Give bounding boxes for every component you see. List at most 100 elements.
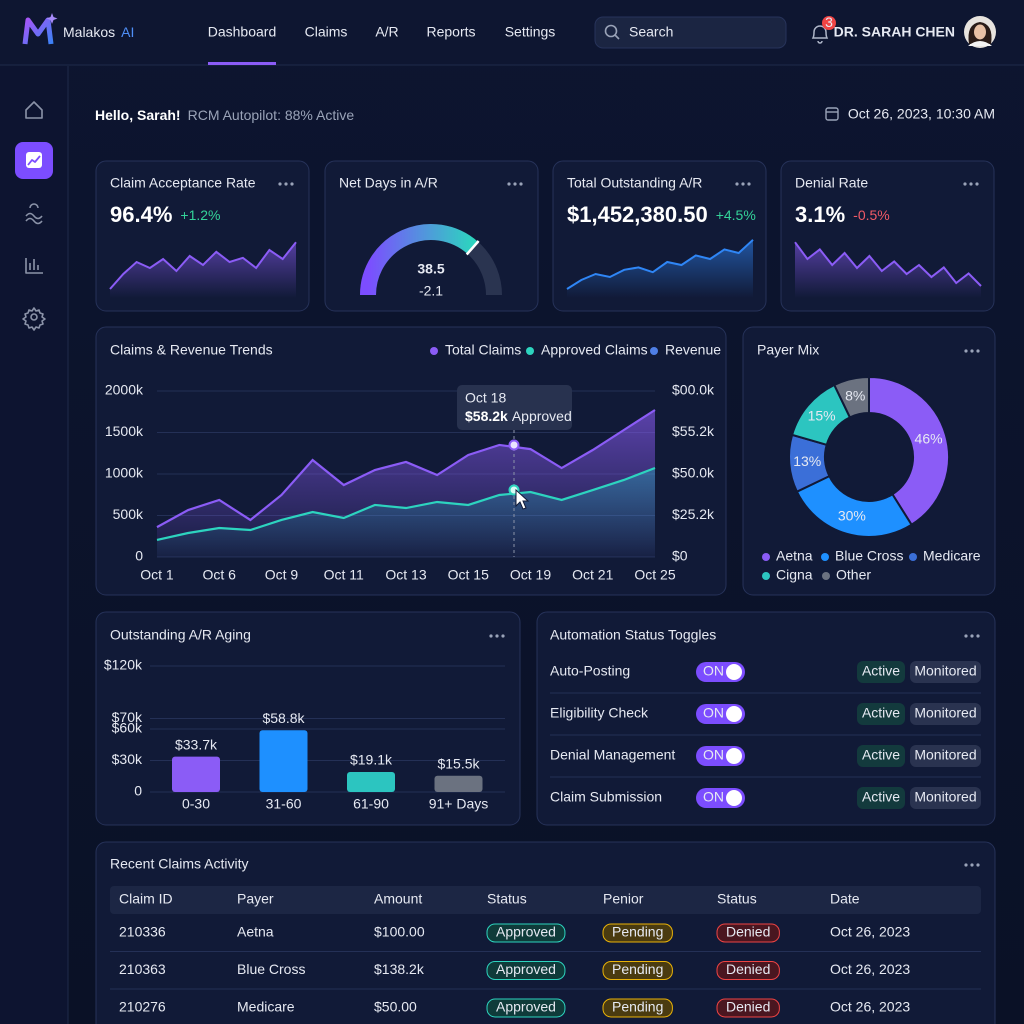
menu-dot [976,349,980,353]
nav-item[interactable]: Settings [505,24,556,40]
pie-slice [832,375,870,419]
search-icon [604,24,618,38]
menu-dot [970,634,974,638]
x-tick-label: 61-90 [353,796,389,812]
menu-dot [489,634,493,638]
table-cell: Oct 26, 2023 [830,924,910,940]
status-badge: Pending [602,923,673,943]
bar [172,756,220,792]
column-header: Status [717,891,757,907]
menu-button[interactable] [507,182,523,186]
search-box[interactable] [594,16,787,49]
legend-label: Blue Cross [835,548,903,564]
legend-swatch [821,553,829,561]
nav-item[interactable]: Reports [426,24,475,40]
menu-dot [964,863,968,867]
y-tick-label: 1500k [105,423,144,439]
nav-item[interactable]: Dashboard [208,24,277,40]
x-tick-label: Oct 1 [140,567,174,583]
legend-label: Cigna [776,567,813,583]
status-badge-bg [486,923,566,943]
toggle-knob [726,664,742,680]
status-text: Active [862,747,900,763]
claim-id-link[interactable]: 210276 [119,999,166,1015]
nav-item[interactable]: A/R [375,24,398,40]
menu-button[interactable] [964,349,980,353]
slice-label: 46% [915,431,943,447]
menu-button[interactable] [489,634,505,638]
card-title: Recent Claims Activity [110,856,248,872]
sparkline [794,241,982,287]
logo-spark [46,13,58,24]
sparkline-fill [110,242,296,298]
y-tick-label: 1000k [105,465,144,481]
toggle-knob [726,706,742,722]
menu-button[interactable] [735,182,751,186]
y2-tick-label: $50.0k [672,465,715,481]
search-icon-handle [614,34,620,40]
menu-dot [284,182,288,186]
y-tick-label: $70k [112,709,143,725]
mode-text: Monitored [914,747,976,763]
toggle-label: ON [703,789,724,805]
legend-label: Approved Claims [541,342,648,358]
y-tick-label: 0 [134,783,142,799]
user-name: DR. SARAH CHEN [834,24,955,40]
status-badge: Approved [486,998,566,1018]
calendar-icon [825,107,839,121]
home-icon[interactable] [25,101,43,119]
x-tick-label: 91+ Days [429,796,489,812]
menu-dot [963,182,967,186]
tooltip-label: Approved [512,408,572,424]
menu-button[interactable] [964,863,980,867]
settings-icon[interactable] [22,307,46,331]
chart-title: Outstanding A/R Aging [110,627,251,643]
status-badge-text: Pending [612,999,663,1015]
bar-value-label: $33.7k [175,736,218,752]
menu-dot [975,182,979,186]
x-tick-label: 31-60 [266,796,302,812]
reports-icon[interactable] [25,258,43,274]
y-tick-label: 500k [113,506,144,522]
mode-text: Monitored [914,663,976,679]
waves-icon[interactable] [25,203,43,225]
greeting-status: RCM Autopilot: 88% Active [188,107,355,123]
mode-text: Monitored [914,705,976,721]
toggle-switch[interactable]: ON [696,662,745,682]
settings-icon-core[interactable] [30,313,38,321]
y-tick-label: $60k [112,720,143,736]
slice-label: 30% [838,507,866,523]
legend-swatch [650,347,658,355]
series-line [156,466,656,542]
nav-item[interactable]: Claims [305,24,348,40]
menu-button[interactable] [964,634,980,638]
automation-name: Eligibility Check [550,705,649,721]
toggle-switch[interactable]: ON [696,704,745,724]
menu-dot [501,634,505,638]
menu-dot [495,634,499,638]
legend-swatch [762,572,770,580]
claim-id-link[interactable]: 210363 [119,961,166,977]
status-pill [857,703,905,725]
toggle-switch[interactable]: ON [696,788,745,808]
sparkline [566,239,754,290]
trends-icon [26,152,42,168]
nav-active-underline [208,62,276,65]
menu-dot [735,182,739,186]
x-tick-label: Oct 19 [510,567,551,583]
toggle-switch[interactable]: ON [696,746,745,766]
user-avatar[interactable] [964,16,996,48]
status-badge-bg [716,961,780,980]
status-badge: Pending [602,961,673,980]
x-tick-label: Oct 11 [324,567,364,583]
menu-button[interactable] [278,182,294,186]
brand-suffix: AI [121,24,134,40]
menu-dot [970,349,974,353]
notification-bell[interactable]: 3 [811,14,836,44]
menu-button[interactable] [963,182,979,186]
notification-count: 3 [825,14,833,30]
claim-id-link[interactable]: 210336 [119,924,166,940]
table-cell: Medicare [237,999,295,1015]
menu-dot [290,182,294,186]
table-cell: Oct 26, 2023 [830,999,910,1015]
